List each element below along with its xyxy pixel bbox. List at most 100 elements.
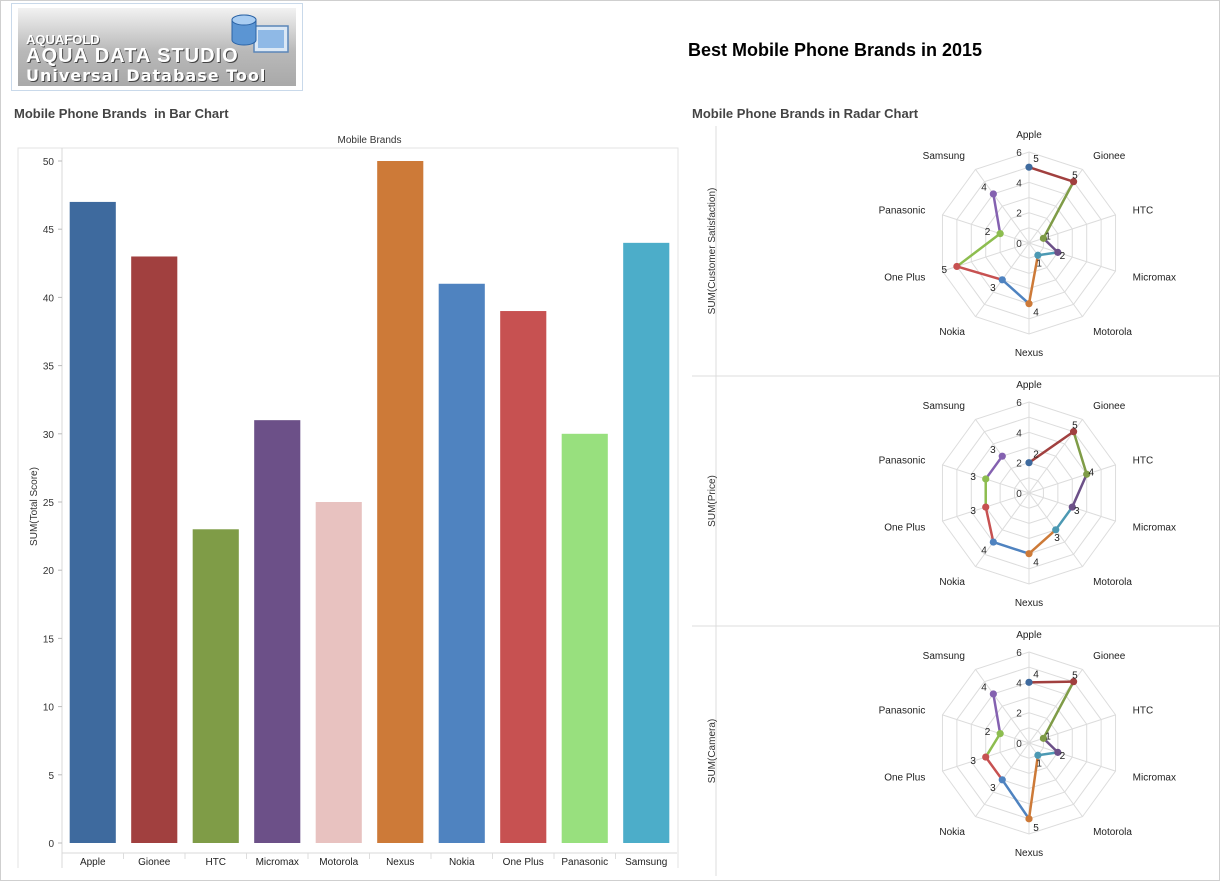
bar-section-title: Mobile Phone Brands in Bar Chart — [14, 106, 229, 121]
x-tick-label: Gionee — [138, 857, 171, 868]
radar-point-samsung — [989, 190, 997, 198]
radar-category-label: Micromax — [1133, 273, 1176, 284]
radar-value-label: 3 — [1054, 533, 1060, 544]
radar-value-label: 2 — [985, 227, 991, 238]
radar-line-segment — [1071, 473, 1088, 509]
radar-point-motorola — [1034, 751, 1042, 759]
y-tick-label: 20 — [43, 566, 55, 577]
radar-line-segment — [1027, 528, 1057, 555]
radar-line-segment — [1027, 165, 1075, 183]
x-axis-title: Mobile Brands — [338, 135, 402, 146]
radar-line-segment — [1054, 505, 1074, 532]
radar-point-gionee — [1069, 678, 1078, 686]
radar-line-segment — [1042, 180, 1075, 240]
radar-category-label: One Plus — [884, 773, 925, 784]
radar-category-label: Apple — [1016, 380, 1042, 391]
radar-category-label: Micromax — [1133, 773, 1176, 784]
x-tick-label: One Plus — [503, 857, 544, 868]
y-tick-label: 30 — [43, 430, 55, 441]
radar-spoke — [942, 214, 1030, 244]
radar-value-label: 4 — [981, 545, 987, 556]
radar-category-label: Nokia — [939, 827, 965, 838]
radar-point-panasonic — [982, 475, 990, 483]
logo-container: AQUAFOLD AQUA DATA STUDIO Universal Data… — [11, 3, 303, 91]
radar-point-htc — [1039, 734, 1048, 742]
x-tick-label: Panasonic — [561, 857, 608, 868]
radar-line-segment — [984, 732, 1002, 759]
radar-point-nokia — [998, 776, 1006, 784]
radar-point-gionee — [1069, 428, 1078, 436]
radar-charts: SUM(Customer Satisfaction) 0246AppleGione… — [692, 126, 1220, 876]
radar-point-samsung — [998, 452, 1006, 460]
bar-apple — [69, 201, 116, 844]
radar-category-label: HTC — [1133, 705, 1154, 716]
radar-y-label: SUM(Customer Satisfaction) — [707, 188, 718, 315]
radar-value-label: 3 — [970, 756, 976, 767]
radar-spoke — [942, 714, 1030, 744]
radar-ring-label: 2 — [1016, 459, 1022, 470]
radar-category-label: Apple — [1016, 130, 1042, 141]
radar-category-label: Nexus — [1015, 348, 1043, 359]
radar-category-label: Panasonic — [879, 705, 926, 716]
radar-line-segment — [1027, 254, 1040, 305]
radar-value-label: 4 — [1033, 669, 1039, 680]
radar-category-label: Samsung — [923, 651, 965, 662]
bar-motorola — [315, 502, 362, 843]
radar-category-label: Panasonic — [879, 205, 926, 216]
bar-samsung — [623, 242, 670, 844]
radar-value-label: 5 — [1033, 154, 1039, 165]
bar-htc — [192, 529, 239, 843]
radar-category-label: Gionee — [1093, 651, 1126, 662]
radar-point-htc — [1039, 234, 1048, 242]
radar-point-one-plus — [982, 753, 990, 761]
y-tick-label: 0 — [48, 839, 54, 850]
radar-category-label: HTC — [1133, 455, 1154, 466]
logo-tagline: Universal Database Tool — [26, 66, 267, 85]
radar-line-segment — [955, 232, 1002, 268]
bar-panasonic — [561, 433, 608, 843]
radar-line-segment — [992, 192, 1002, 235]
database-icon — [231, 14, 289, 53]
radar-line-segment — [992, 692, 1002, 735]
radar-line-segment — [1027, 430, 1075, 464]
bar-chart: Mobile Brands SUM(Total Score) 0 5 10 15 20 25 3… — [17, 135, 679, 868]
radar-line-segment — [984, 755, 1004, 782]
radar-category-label: One Plus — [884, 273, 925, 284]
radar-category-label: Micromax — [1133, 523, 1176, 534]
radar-line-segment — [1042, 680, 1075, 740]
radar-point-nexus — [1025, 550, 1033, 558]
radar-value-label: 5 — [1072, 420, 1078, 431]
radar-point-nokia — [989, 538, 997, 546]
radar-section-title: Mobile Phone Brands in Radar Chart — [692, 106, 919, 121]
radar-value-label: 1 — [1045, 232, 1051, 243]
radar-category-label: Apple — [1016, 630, 1042, 641]
y-tick-label: 10 — [43, 703, 55, 714]
y-tick-label: 40 — [43, 293, 55, 304]
y-tick-label: 15 — [43, 634, 55, 645]
radar-value-label: 2 — [1060, 251, 1066, 262]
radar-ring-label: 2 — [1016, 709, 1022, 720]
radar-value-label: 4 — [1033, 308, 1039, 319]
radar-point-samsung — [989, 690, 997, 698]
radar-point-apple — [1025, 459, 1033, 467]
radar-y-label: SUM(Camera) — [707, 719, 718, 783]
x-tick-label: Nexus — [386, 857, 414, 868]
radar-value-label: 4 — [1088, 467, 1094, 478]
radar-point-micromax — [1068, 503, 1076, 511]
radar-line-segment — [1027, 754, 1040, 821]
radar-value-label: 5 — [942, 265, 948, 276]
x-tick-label: Nokia — [449, 857, 475, 868]
radar-category-label: Nokia — [939, 577, 965, 588]
bar-nokia — [438, 283, 485, 843]
y-tick-label: 35 — [43, 362, 55, 373]
radar-category-label: Motorola — [1093, 577, 1132, 588]
radar-value-label: 3 — [990, 783, 996, 794]
radar-ring-label: 6 — [1016, 148, 1022, 159]
radar-value-label: 4 — [981, 683, 987, 694]
radar-value-label: 3 — [970, 472, 976, 483]
radar-point-motorola — [1034, 251, 1042, 259]
radar-value-label: 3 — [970, 506, 976, 517]
radar-value-label: 4 — [1033, 558, 1039, 569]
radar-category-label: Samsung — [923, 401, 965, 412]
radar-point-one-plus — [953, 262, 961, 271]
